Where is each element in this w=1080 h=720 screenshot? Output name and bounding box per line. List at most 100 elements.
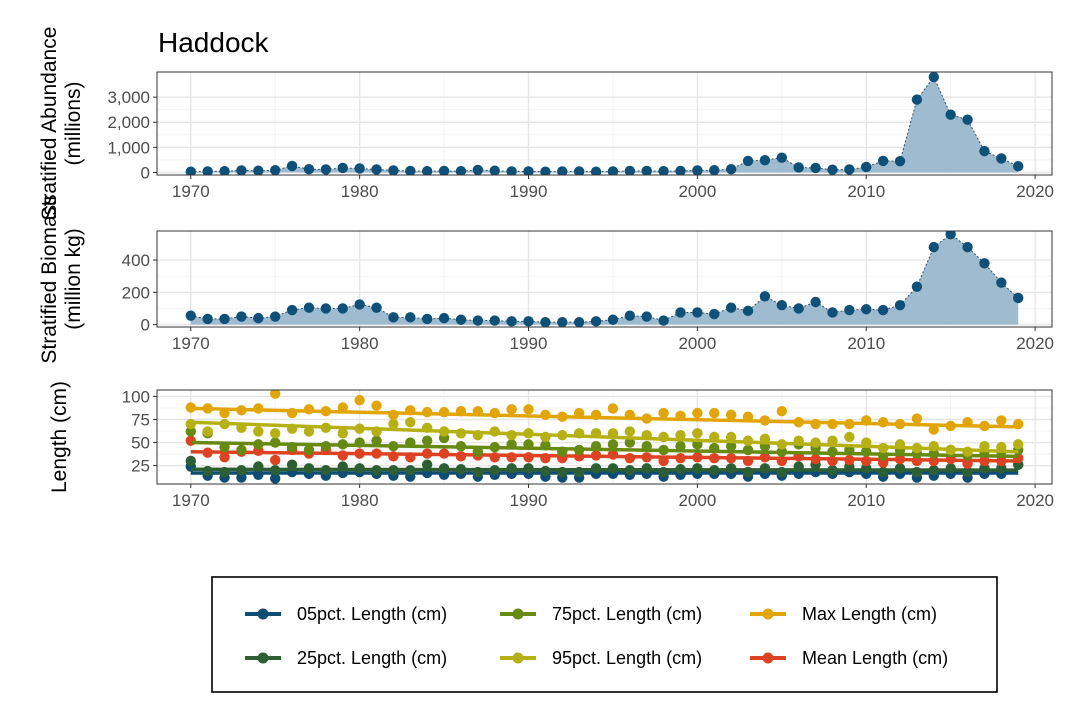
data-point <box>624 165 636 175</box>
data-point <box>303 426 315 437</box>
data-point <box>405 312 416 323</box>
data-point <box>624 426 636 437</box>
y-tick-label: 2,000 <box>107 113 150 132</box>
data-point <box>303 164 315 175</box>
data-point <box>354 163 365 174</box>
legend-item-mean: Mean Length (cm) <box>750 648 948 668</box>
data-point <box>337 162 348 174</box>
data-point <box>607 166 619 175</box>
legend-label: 25pct. Length (cm) <box>297 648 447 668</box>
data-point <box>877 155 889 167</box>
data-point <box>489 315 500 326</box>
data-point <box>962 241 973 253</box>
data-point <box>421 459 433 470</box>
x-tick-label: 2000 <box>678 182 716 201</box>
x-tick-label: 1970 <box>172 334 210 353</box>
data-point <box>270 165 281 175</box>
panel-1: 1970 1980 1990 2000 2010 2020 0 1,000 2,000 3,000… <box>38 27 1054 221</box>
x-tick-label: 1970 <box>172 491 210 510</box>
data-point <box>810 296 821 308</box>
data-point <box>979 145 990 157</box>
data-point <box>928 241 939 253</box>
data-point <box>793 303 804 314</box>
legend-box <box>211 576 998 693</box>
legend-key-point <box>257 652 269 664</box>
data-point <box>928 424 939 435</box>
data-point <box>506 316 517 327</box>
legend: 05pct. Length (cm) 75pct. Length (cm) Max … <box>211 576 998 693</box>
data-point <box>607 439 619 450</box>
data-point <box>793 162 804 173</box>
data-point <box>472 315 484 326</box>
chart-title: Haddock <box>158 27 270 58</box>
data-point <box>827 307 838 318</box>
data-point <box>759 291 771 302</box>
trend-line <box>190 420 1019 454</box>
data-point <box>1013 439 1024 450</box>
data-point <box>911 413 923 424</box>
data-point <box>844 304 855 316</box>
data-point <box>692 307 703 318</box>
data-point <box>270 311 281 322</box>
data-point <box>725 431 737 443</box>
data-point <box>725 409 737 421</box>
x-tick-label: 2010 <box>847 491 885 510</box>
y-tick-label: 75 <box>131 410 150 429</box>
y-axis-title: Stratified Abundance <box>38 27 61 221</box>
data-point <box>286 160 298 172</box>
data-point <box>202 426 213 437</box>
data-point <box>421 313 433 325</box>
y-tick-label: 50 <box>131 434 150 453</box>
data-point <box>675 165 686 175</box>
data-point <box>472 164 484 175</box>
legend-key-point <box>512 608 524 620</box>
legend-label: Mean Length (cm) <box>802 648 948 668</box>
data-point <box>759 154 771 166</box>
panel-3: 1970 1980 1990 2000 2010 2020 25 50 75 100 Length … <box>48 381 1054 510</box>
data-point <box>202 166 213 175</box>
data-point <box>320 303 332 314</box>
data-point <box>438 165 450 175</box>
x-tick-label: 2010 <box>847 182 885 201</box>
data-point <box>675 307 686 318</box>
x-tick-label: 1970 <box>172 182 210 201</box>
data-point <box>506 166 517 175</box>
data-point <box>624 437 636 448</box>
trend-line <box>190 440 1019 459</box>
data-point <box>371 164 382 175</box>
data-point <box>489 165 500 175</box>
legend-label: 05pct. Length (cm) <box>297 604 447 624</box>
data-point <box>202 313 213 325</box>
y-axis-title: Length (cm) <box>48 381 71 493</box>
data-point <box>438 312 450 324</box>
series-p25 <box>185 455 1024 478</box>
data-point <box>472 446 484 457</box>
y-axis-title: Stratified Biomass <box>38 194 61 363</box>
data-point <box>709 407 720 419</box>
data-point <box>624 310 636 321</box>
data-point <box>506 404 517 415</box>
data-point <box>236 444 247 456</box>
data-point <box>911 281 923 292</box>
data-point <box>455 166 467 175</box>
data-point <box>455 314 467 325</box>
data-point <box>877 304 889 316</box>
data-point <box>388 312 399 323</box>
data-point <box>725 302 737 313</box>
x-tick-label: 1990 <box>510 334 548 353</box>
legend-item-p95: 95pct. Length (cm) <box>500 648 702 668</box>
data-point <box>776 405 788 417</box>
y-tick-label: 100 <box>122 387 150 406</box>
data-point <box>590 166 602 175</box>
data-point <box>557 316 568 327</box>
y-tick-label: 1,000 <box>107 138 150 157</box>
x-tick-label: 2020 <box>1016 334 1054 353</box>
data-point <box>270 454 281 466</box>
data-point <box>945 109 956 120</box>
data-point <box>236 165 247 175</box>
data-point <box>928 72 939 83</box>
legend-item-p05: 05pct. Length (cm) <box>245 604 447 624</box>
data-point <box>810 162 821 174</box>
data-point <box>675 429 686 441</box>
